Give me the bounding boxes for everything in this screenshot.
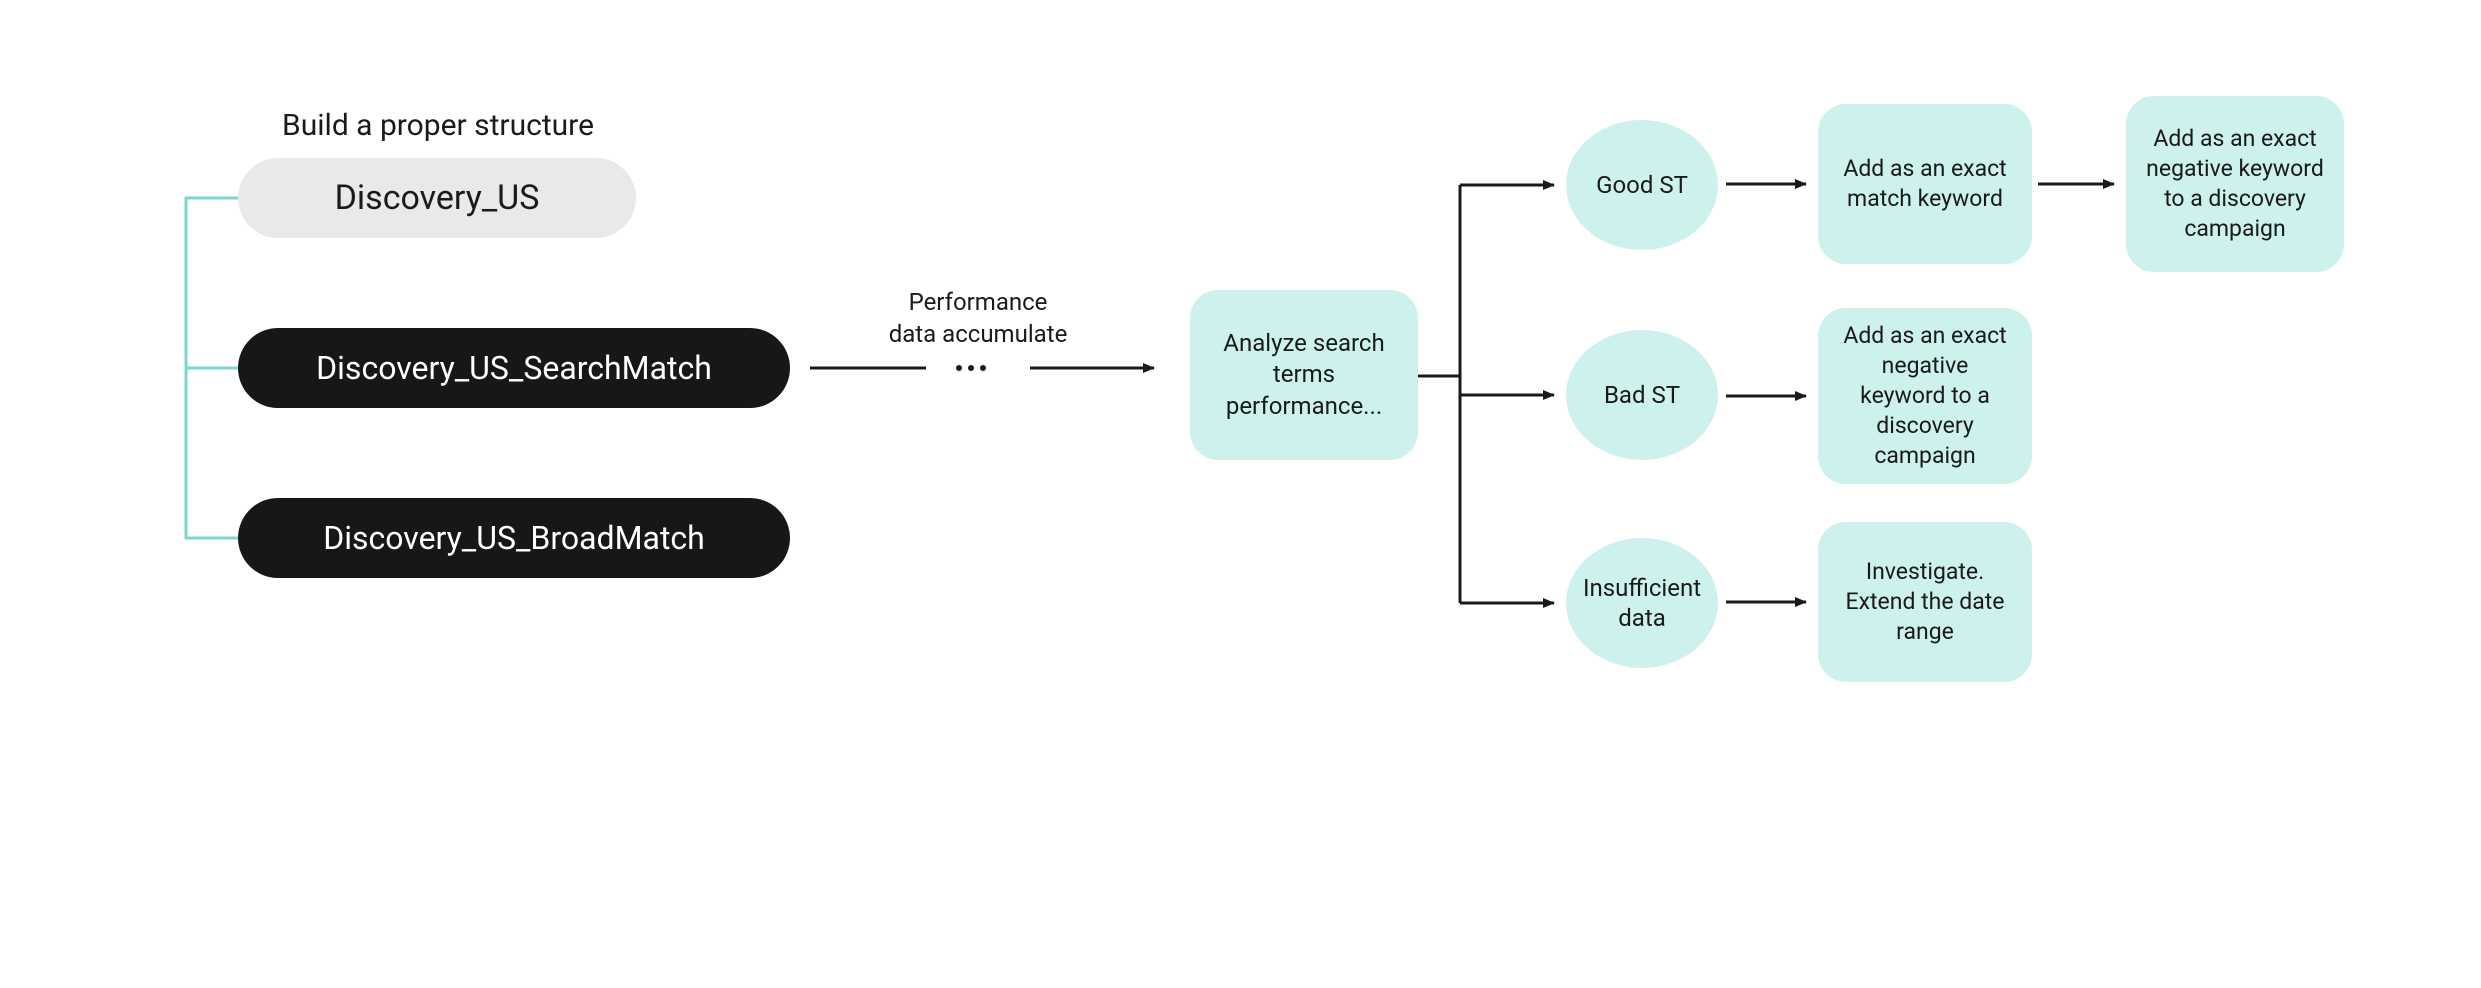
box-good_a2: Add as an exact negative keyword to a di… — [2126, 96, 2344, 272]
box-good_a1: Add as an exact match keyword — [1818, 104, 2032, 264]
connectors-svg — [0, 0, 2481, 988]
diagram-stage: Build a proper structure Performance dat… — [0, 0, 2481, 988]
arrow-label-line2: data accumulate — [889, 320, 1068, 348]
node-analyze: Analyze search terms performance... — [1190, 290, 1418, 460]
arrow-label-performance: Performance data accumulate — [848, 286, 1108, 351]
node-good: Good ST — [1566, 120, 1718, 250]
pill-broad: Discovery_US_BroadMatch — [238, 498, 790, 578]
node-insuf: Insufficient data — [1566, 538, 1718, 668]
arrow-label-line1: Performance — [909, 288, 1048, 316]
box-insuf_a1: Investigate. Extend the date range — [1818, 522, 2032, 682]
node-bad: Bad ST — [1566, 330, 1718, 460]
pill-search: Discovery_US_SearchMatch — [238, 328, 790, 408]
pill-root: Discovery_US — [238, 158, 636, 238]
box-bad_a1: Add as an exact negative keyword to a di… — [1818, 308, 2032, 484]
section-heading: Build a proper structure — [282, 108, 594, 143]
